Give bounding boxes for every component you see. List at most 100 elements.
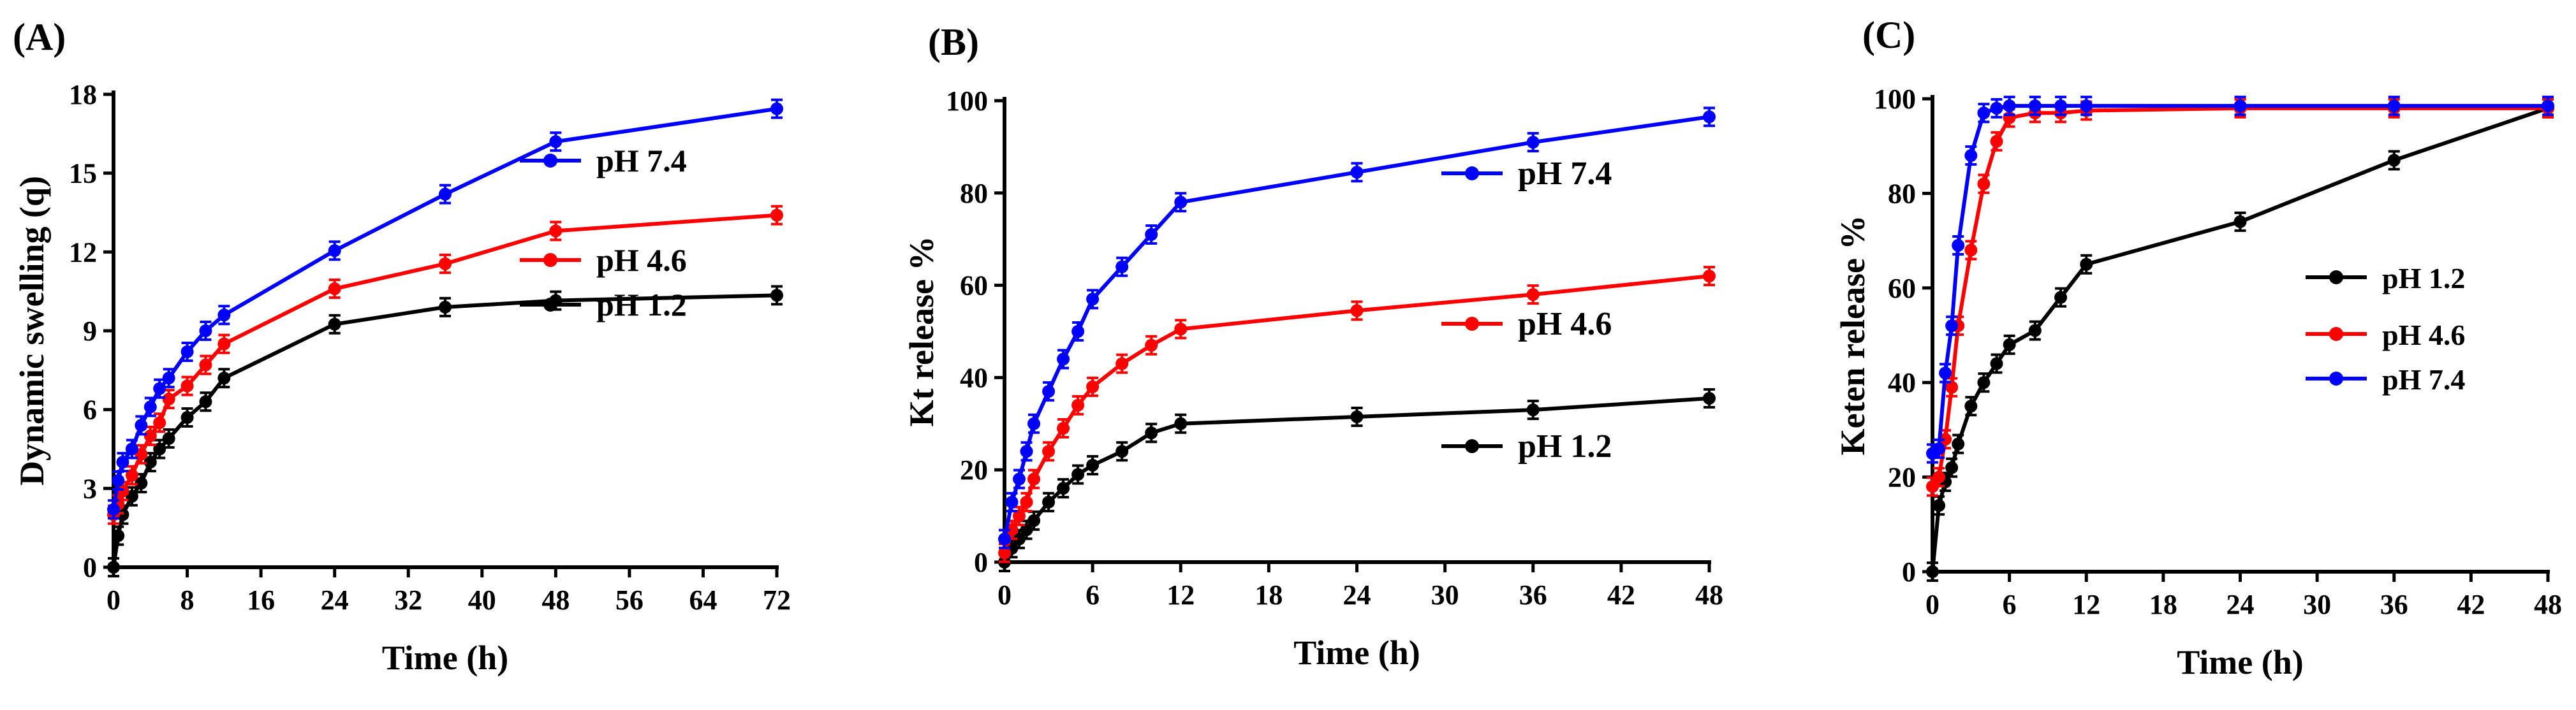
x-tick-label: 48 bbox=[2534, 589, 2562, 620]
x-tick-label: 0 bbox=[1925, 589, 1939, 620]
x-tick-label: 8 bbox=[180, 584, 195, 616]
x-tick-label: 30 bbox=[2303, 589, 2331, 620]
data-point bbox=[199, 324, 212, 337]
data-point bbox=[2028, 99, 2042, 113]
data-point bbox=[1939, 433, 1952, 446]
data-point bbox=[2387, 154, 2401, 167]
data-point bbox=[153, 442, 166, 456]
data-point bbox=[180, 345, 194, 358]
legend-label: pH 4.6 bbox=[596, 242, 687, 278]
series-ph-7-4 bbox=[998, 106, 1716, 549]
data-point bbox=[1020, 495, 1033, 509]
data-point bbox=[1977, 106, 1991, 120]
data-point bbox=[1526, 136, 1540, 149]
legend-entry: pH 7.4 bbox=[1441, 156, 1612, 192]
data-point bbox=[1042, 495, 1056, 509]
data-point bbox=[1703, 270, 1716, 283]
data-point bbox=[1990, 101, 2003, 115]
data-point bbox=[2003, 338, 2016, 351]
data-point bbox=[125, 442, 138, 456]
legend-entry: pH 1.2 bbox=[520, 287, 687, 322]
x-tick-label: 6 bbox=[1086, 579, 1100, 611]
legend-marker bbox=[1465, 166, 1479, 180]
y-tick-label: 60 bbox=[1888, 273, 1916, 304]
x-tick-label: 30 bbox=[1431, 579, 1459, 611]
legend-marker bbox=[2329, 372, 2343, 386]
data-point bbox=[1020, 445, 1033, 458]
legend-label: pH 1.2 bbox=[2382, 262, 2465, 294]
data-point bbox=[328, 244, 341, 257]
data-point bbox=[1027, 417, 1041, 430]
y-axis-title: Dynamic swelling (q) bbox=[13, 176, 51, 486]
legend-marker bbox=[543, 154, 557, 168]
series-ph-7-4 bbox=[107, 98, 783, 520]
legend-label: pH 1.2 bbox=[1518, 428, 1612, 465]
data-point bbox=[328, 317, 341, 331]
x-tick-label: 18 bbox=[2149, 589, 2177, 620]
data-point bbox=[1027, 514, 1041, 527]
data-point bbox=[1964, 243, 1978, 257]
data-point bbox=[1071, 398, 1085, 412]
y-tick-label: 15 bbox=[69, 158, 97, 189]
data-point bbox=[1145, 228, 1158, 241]
data-point bbox=[1174, 417, 1188, 430]
series-ph-7-4 bbox=[1926, 96, 2554, 464]
legend-marker bbox=[2329, 270, 2343, 284]
series-line bbox=[1931, 106, 2548, 488]
x-tick-label: 24 bbox=[2226, 589, 2255, 620]
y-tick-label: 12 bbox=[69, 236, 97, 268]
data-point bbox=[1057, 422, 1070, 435]
panel-a: (A) 0 3 6 9 12 15 18 0 8 16 24 32 40 48 56 64 72 Time (h) D… bbox=[13, 16, 791, 677]
x-axis-title: Time (h) bbox=[2177, 643, 2304, 681]
data-point bbox=[1174, 196, 1188, 209]
data-point bbox=[770, 289, 783, 302]
x-tick-label: 56 bbox=[615, 584, 644, 616]
legend-entry: pH 1.2 bbox=[1441, 428, 1612, 465]
data-point bbox=[217, 372, 231, 385]
data-point bbox=[1932, 499, 1946, 512]
data-point bbox=[2054, 99, 2068, 113]
legend-marker bbox=[1465, 317, 1479, 331]
data-point bbox=[217, 337, 231, 351]
y-tick-label: 9 bbox=[83, 315, 97, 347]
data-point bbox=[162, 393, 175, 406]
data-point bbox=[144, 400, 157, 414]
y-tick-label: 3 bbox=[83, 473, 97, 504]
y-tick-label: 6 bbox=[83, 395, 97, 426]
x-tick-label: 36 bbox=[1519, 579, 1547, 611]
data-point bbox=[2054, 291, 2068, 304]
data-point bbox=[328, 282, 341, 296]
x-tick-label: 18 bbox=[1255, 579, 1283, 611]
data-point bbox=[1013, 509, 1026, 523]
data-point bbox=[1945, 461, 1959, 474]
y-tick-label: 0 bbox=[1902, 556, 1916, 588]
data-point bbox=[1145, 426, 1158, 440]
legend-label: pH 7.4 bbox=[1518, 156, 1612, 192]
data-point bbox=[1939, 366, 1952, 380]
data-point bbox=[549, 224, 563, 238]
data-point bbox=[1042, 445, 1056, 458]
data-point bbox=[144, 456, 157, 469]
legend-entry: pH 1.2 bbox=[2306, 262, 2465, 294]
data-point bbox=[1086, 380, 1100, 393]
legend-marker bbox=[2329, 327, 2343, 341]
data-point bbox=[2080, 257, 2093, 271]
data-point bbox=[1990, 134, 2003, 148]
data-point bbox=[2234, 99, 2247, 113]
y-tick-label: 60 bbox=[960, 270, 988, 301]
data-point bbox=[549, 135, 563, 149]
data-point bbox=[2387, 99, 2401, 113]
data-point bbox=[770, 102, 783, 115]
y-tick-label: 20 bbox=[960, 454, 988, 486]
data-point bbox=[1071, 468, 1085, 481]
data-point bbox=[1990, 357, 2003, 370]
data-point bbox=[199, 358, 212, 372]
data-point bbox=[125, 468, 138, 482]
x-tick-label: 40 bbox=[468, 584, 496, 616]
data-point bbox=[144, 429, 157, 442]
x-tick-label: 32 bbox=[394, 584, 422, 616]
data-point bbox=[770, 208, 783, 222]
data-point bbox=[1945, 380, 1959, 394]
